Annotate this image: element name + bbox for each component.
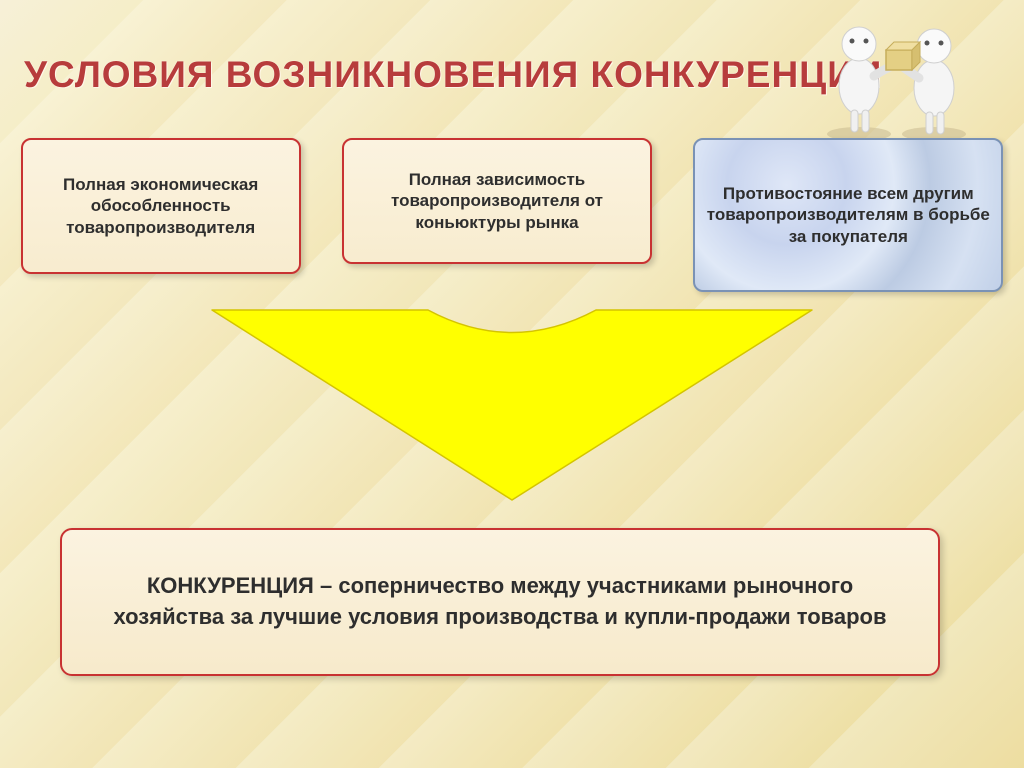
slide-title: УСЛОВИЯ ВОЗНИКНОВЕНИЯ КОНКУРЕНЦИИ <box>24 54 882 96</box>
definition-text: КОНКУРЕНЦИЯ – соперничество между участн… <box>92 571 908 633</box>
condition-boxes-row: Полная экономическая обособленность това… <box>0 138 1024 292</box>
decorative-figures-icon <box>804 6 984 146</box>
slide-root: УСЛОВИЯ ВОЗНИКНОВЕНИЯ КОНКУРЕНЦИИ <box>0 0 1024 768</box>
condition-box-3: Противостояние всем другим товаропроизво… <box>693 138 1003 292</box>
condition-box-2-text: Полная зависимость товаропроизводителя о… <box>352 169 642 233</box>
definition-box: КОНКУРЕНЦИЯ – соперничество между участн… <box>60 528 940 676</box>
definition-keyword: КОНКУРЕНЦИЯ <box>147 573 314 598</box>
condition-box-1-text: Полная экономическая обособленность това… <box>31 174 291 238</box>
condition-box-3-text: Противостояние всем другим товаропроизво… <box>703 183 993 247</box>
down-arrow-icon <box>202 300 822 515</box>
condition-box-1: Полная экономическая обособленность това… <box>21 138 301 274</box>
condition-box-2: Полная зависимость товаропроизводителя о… <box>342 138 652 264</box>
